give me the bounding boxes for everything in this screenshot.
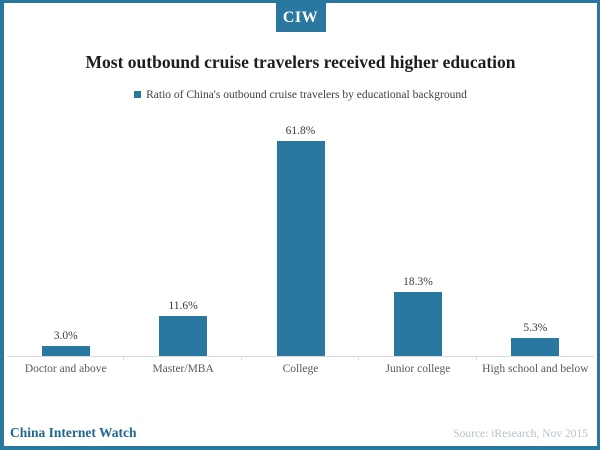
bar-value-label: 5.3% [523, 321, 548, 334]
bar [41, 345, 90, 356]
bar-chart: 3.0% 11.6% 61.8% 18.3% 5.3% Doctor and above… [7, 111, 594, 375]
bar [159, 315, 208, 356]
brand-text: China Internet Watch [10, 425, 137, 440]
source-text: Source: iResearch, Nov 2015 [453, 428, 588, 440]
legend-label: Ratio of China's outbound cruise travele… [146, 88, 467, 101]
plot-area: 3.0% 11.6% 61.8% 18.3% 5.3% [7, 111, 594, 360]
footer: China Internet Watch Source: iResearch, … [10, 425, 588, 441]
ciw-logo-text: CIW [282, 8, 319, 26]
bar-group: 3.0% [7, 111, 125, 360]
bar-value-label: 61.8% [285, 124, 316, 137]
ciw-logo: CIW [275, 3, 326, 32]
category-label: College [282, 362, 319, 375]
legend-marker-icon [134, 91, 142, 99]
bar-value-label: 11.6% [168, 299, 198, 312]
bar-group: 5.3% [477, 111, 594, 356]
bar [393, 291, 442, 356]
category-label: Doctor and above [24, 362, 107, 375]
bar [511, 337, 560, 356]
bar-value-label: 3.0% [53, 329, 78, 342]
category-label: High school and below [482, 362, 589, 375]
chart-title: Most outbound cruise travelers received … [85, 52, 516, 72]
bar-group: 11.6% [124, 111, 243, 360]
bar [276, 140, 325, 356]
bar-group: 18.3% [359, 111, 478, 360]
category-label: Master/MBA [152, 362, 214, 375]
bar-group: 61.8% [242, 111, 360, 360]
category-label: Junior college [385, 362, 451, 375]
bar-value-label: 18.3% [403, 275, 433, 288]
category-axis: Doctor and above Master/MBA College Junior … [7, 357, 594, 375]
chart-legend: Ratio of China's outbound cruise travele… [4, 89, 597, 101]
